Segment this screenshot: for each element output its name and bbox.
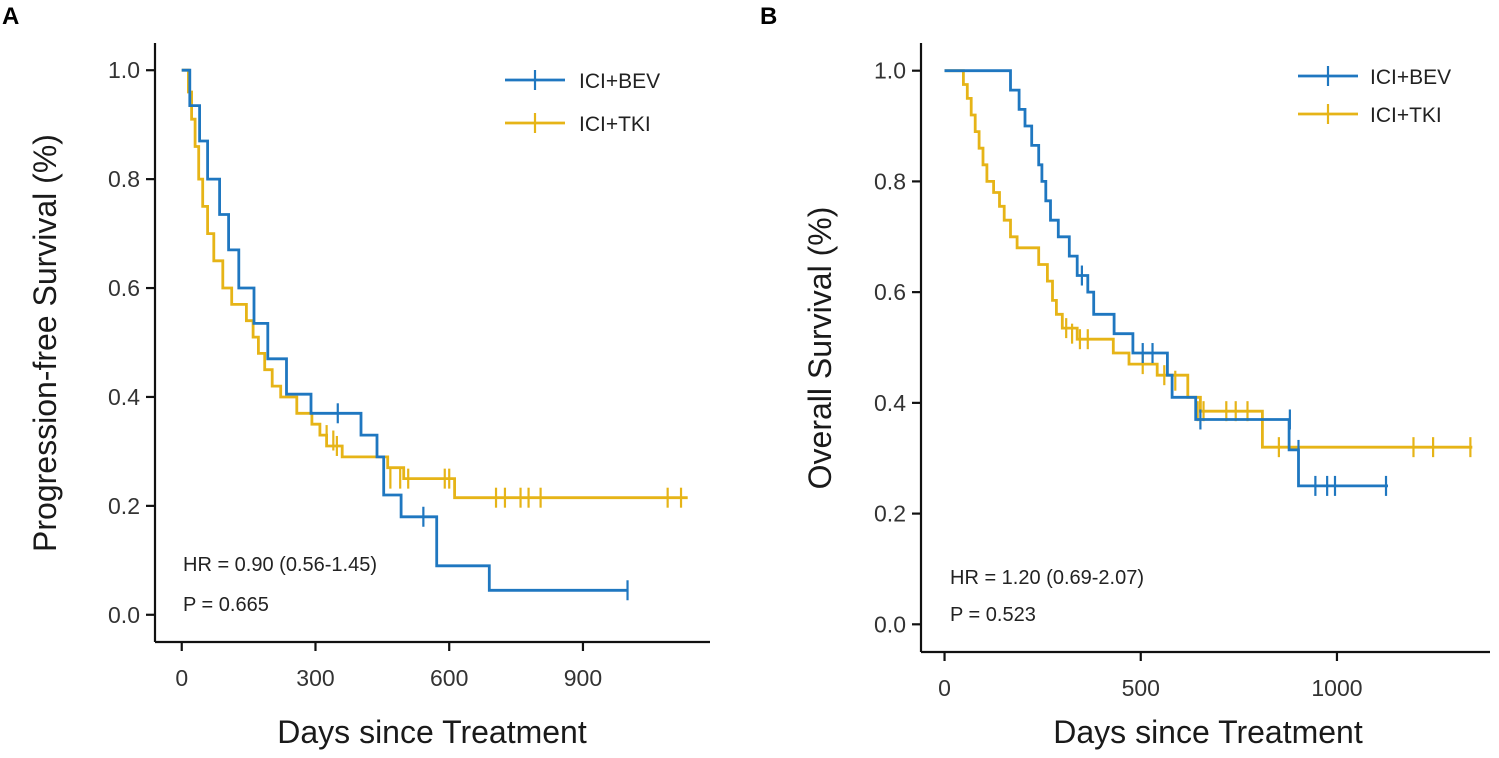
- panel-a-y-axis-title: Progression-free Survival (%): [27, 134, 63, 552]
- panel-b-tki-curve: [944, 69, 1473, 449]
- panel-a-legend: ICI+BEV ICI+TKI: [505, 70, 660, 136]
- panel-a-y-tick-label: 0.4: [108, 384, 140, 410]
- panel-a-legend-bev-label: ICI+BEV: [579, 70, 660, 93]
- panel-a-x-axis-title: Days since Treatment: [277, 714, 587, 750]
- panel-a-x-tick-label: 300: [296, 665, 334, 691]
- panel-a-hr-annotation: HR = 0.90 (0.56-1.45): [183, 554, 377, 576]
- panel-a-y-tick-label: 0.8: [108, 166, 140, 192]
- panel-b-legend-tki-label: ICI+TKI: [1370, 104, 1442, 127]
- panel-b-y-tick-label: 0.6: [874, 279, 906, 305]
- panel-b-bev-curve: [944, 69, 1388, 488]
- panel-b-x-tick-label: 1000: [1311, 675, 1362, 701]
- panel-b-y-tick-label: 0.2: [874, 501, 906, 527]
- panel-b-legend: ICI+BEV ICI+TKI: [1298, 66, 1451, 127]
- panel-b-p-annotation: P = 0.523: [950, 604, 1036, 626]
- panel-b-x-tick-label: 0: [938, 675, 951, 701]
- panel-a-y-ticks: 0.0 0.2 0.4 0.6 0.8 1.0: [108, 57, 155, 628]
- panel-b-legend-bev-label: ICI+BEV: [1370, 66, 1451, 89]
- panel-b-x-ticks: 0 500 1000: [938, 652, 1363, 701]
- panel-a-letter: A: [2, 3, 19, 30]
- panel-a-x-ticks: 0 300 600 900: [175, 642, 602, 691]
- panel-a-x-tick-label: 600: [430, 665, 468, 691]
- panel-b-y-axis-title: Overall Survival (%): [802, 207, 838, 490]
- panel-b-y-tick-label: 1.0: [874, 58, 906, 84]
- panel-a-tki-curve: [181, 68, 688, 500]
- panel-a-y-tick-label: 0.2: [108, 493, 140, 519]
- panel-b-hr-annotation: HR = 1.20 (0.69-2.07): [950, 567, 1144, 589]
- panel-a-p-annotation: P = 0.665: [183, 594, 269, 616]
- panel-b-y-tick-label: 0.8: [874, 168, 906, 194]
- panel-a-y-tick-label: 0.0: [108, 602, 140, 628]
- panel-b-y-tick-label: 0.0: [874, 611, 906, 637]
- panel-b-x-axis-title: Days since Treatment: [1053, 714, 1363, 750]
- panel-b-curves: [944, 69, 1473, 496]
- panel-b-x-tick-label: 500: [1122, 675, 1160, 701]
- panel-b: B 0.0 0.2 0.4 0.6 0.8 1.0 0 500 1000 Days since…: [760, 3, 1490, 750]
- panel-a-curves: [181, 68, 688, 601]
- panel-a-x-tick-label: 0: [175, 665, 188, 691]
- panel-a: A 0.0 0.2 0.4 0.6 0.8 1.0 0 300 600 900 Days sin…: [2, 3, 710, 750]
- panel-a-legend-tki-label: ICI+TKI: [579, 113, 651, 136]
- panel-a-x-tick-label: 900: [564, 665, 602, 691]
- panel-a-bev-curve: [181, 68, 628, 592]
- panel-b-y-ticks: 0.0 0.2 0.4 0.6 0.8 1.0: [874, 58, 921, 637]
- panel-a-y-tick-label: 0.6: [108, 275, 140, 301]
- panel-a-y-tick-label: 1.0: [108, 57, 140, 83]
- panel-b-letter: B: [760, 3, 777, 30]
- panel-b-y-tick-label: 0.4: [874, 390, 906, 416]
